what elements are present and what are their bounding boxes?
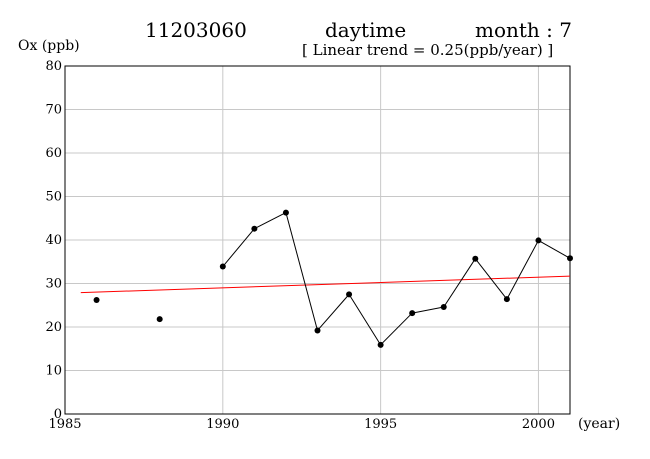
data-point: [567, 255, 573, 262]
x-tick-label: 1985: [48, 417, 81, 432]
trend-annotation: [ Linear trend = 0.25(ppb/year) ]: [302, 41, 554, 59]
y-tick-label: 70: [45, 103, 62, 118]
series-segment: [474, 258, 508, 300]
data-point: [472, 255, 479, 262]
series-segment: [380, 312, 413, 346]
y-tick-label: 20: [45, 320, 62, 335]
data-point: [377, 341, 384, 348]
plot-frame: [64, 65, 571, 415]
station-id: 11203060: [145, 18, 247, 42]
series-segment: [222, 228, 255, 267]
series-segment: [285, 212, 318, 331]
series-segment: [443, 258, 476, 308]
y-tick-label: 80: [45, 59, 62, 74]
data-point: [93, 297, 100, 304]
period-label: daytime: [325, 18, 407, 42]
trend-line: [80, 275, 571, 294]
series-segment: [506, 240, 539, 300]
y-axis-label: Ox (ppb): [18, 38, 80, 54]
y-tick-label: 60: [45, 146, 62, 161]
x-axis-label: (year): [578, 416, 621, 432]
data-point: [535, 237, 542, 244]
data-point: [440, 303, 447, 310]
x-tick-label: 1995: [364, 417, 397, 432]
data-point: [156, 316, 163, 323]
series-segment: [317, 294, 350, 331]
month-label: month : 7: [475, 18, 572, 42]
data-point: [282, 209, 289, 216]
y-tick-label: 40: [45, 233, 62, 248]
y-tick-label: 50: [45, 190, 62, 205]
data-point: [219, 263, 226, 270]
x-tick-label: 1990: [206, 417, 239, 432]
series-segment: [412, 306, 444, 314]
y-tick-label: 0: [54, 407, 62, 422]
x-tick-label: 2000: [522, 417, 555, 432]
y-tick-label: 30: [45, 277, 62, 292]
data-point: [503, 296, 510, 303]
data-point: [409, 310, 416, 317]
data-point: [314, 327, 321, 334]
data-point: [251, 225, 258, 232]
series-segment: [538, 239, 571, 259]
series-segment: [254, 212, 287, 230]
series-segment: [348, 294, 382, 346]
y-tick-label: 10: [45, 364, 62, 379]
data-point: [346, 291, 353, 298]
